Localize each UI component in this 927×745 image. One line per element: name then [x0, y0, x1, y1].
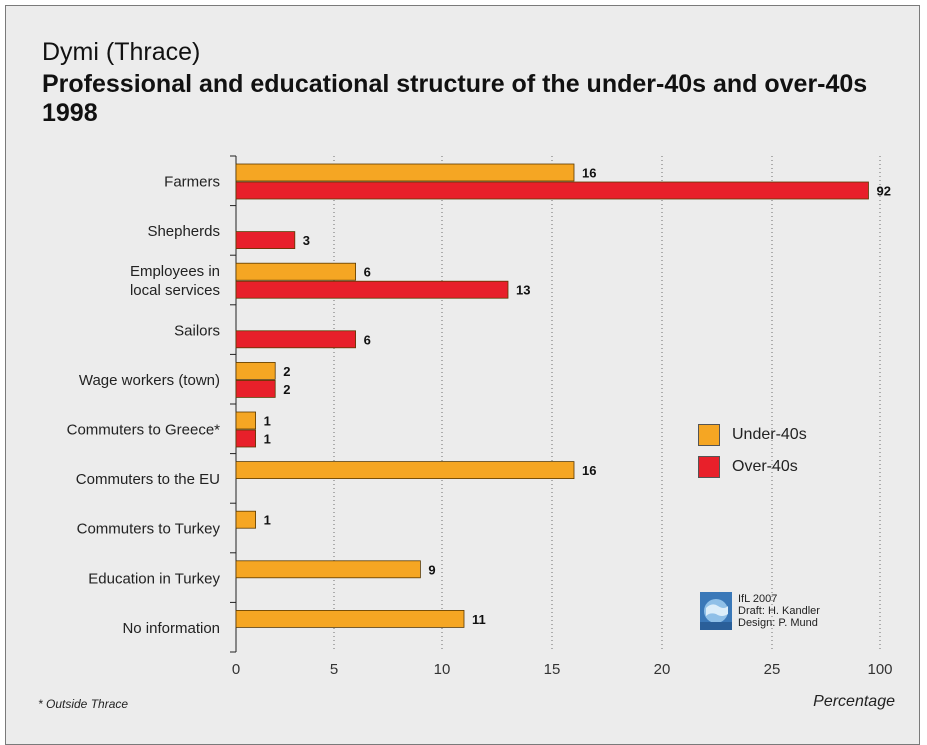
x-tick-label: 100 [867, 661, 892, 678]
credits-text: IfL 2007 Draft: H. Kandler Design: P. Mu… [738, 593, 820, 629]
x-axis-title: Percentage [813, 693, 895, 710]
category-label: Employees in [130, 263, 220, 280]
credit-line: Design: P. Mund [738, 617, 820, 629]
legend-item-over-40s: Over-40s [698, 456, 807, 478]
bar-under-40s [236, 412, 256, 429]
x-tick-label: 0 [232, 661, 240, 678]
value-label: 92 [876, 184, 890, 199]
value-label: 2 [283, 364, 290, 379]
category-label: Education in Turkey [88, 570, 220, 587]
credits: IfL 2007 Draft: H. Kandler Design: P. Mu… [700, 592, 820, 630]
value-label: 3 [303, 233, 310, 248]
category-label: Sailors [174, 322, 220, 339]
value-label: 2 [283, 382, 290, 397]
bar-under-40s [236, 462, 574, 479]
bar-over-40s [236, 430, 256, 447]
bar-over-40s [236, 331, 356, 348]
bar-under-40s [236, 362, 275, 379]
category-label: No information [122, 620, 220, 637]
value-label: 6 [364, 265, 371, 280]
value-label: 1 [264, 414, 271, 429]
bar-over-40s [236, 281, 508, 298]
bar-under-40s [236, 561, 420, 578]
x-tick-label: 20 [654, 661, 671, 678]
legend-label-under-40s: Under-40s [732, 426, 807, 444]
bar-under-40s [236, 610, 464, 627]
bar-under-40s [236, 263, 356, 280]
bar-over-40s [236, 232, 295, 249]
legend-swatch-under-40s [698, 424, 720, 446]
category-label: Wage workers (town) [79, 372, 220, 389]
category-label: Commuters to Greece* [67, 422, 221, 439]
category-label: Farmers [164, 174, 220, 191]
x-tick-label: 10 [434, 661, 451, 678]
category-label: Commuters to the EU [76, 471, 220, 488]
bar-over-40s [236, 380, 275, 397]
bar-under-40s [236, 511, 256, 528]
x-tick-label: 15 [544, 661, 561, 678]
credit-line: IfL 2007 [738, 593, 820, 605]
value-label: 11 [472, 612, 486, 627]
value-label: 13 [516, 283, 530, 298]
value-label: 16 [582, 463, 596, 478]
bar-under-40s [236, 164, 574, 181]
legend-swatch-over-40s [698, 456, 720, 478]
footnote: * Outside Thrace [38, 697, 128, 711]
value-label: 1 [264, 513, 271, 528]
bar-over-40s [236, 182, 868, 199]
category-label: Shepherds [147, 223, 220, 240]
category-label: local services [130, 282, 220, 299]
credit-line: Draft: H. Kandler [738, 605, 820, 617]
legend: Under-40s Over-40s [698, 424, 807, 488]
legend-label-over-40s: Over-40s [732, 458, 798, 476]
value-label: 16 [582, 166, 596, 181]
x-tick-label: 5 [330, 661, 338, 678]
category-label: Commuters to Turkey [77, 521, 221, 538]
value-label: 6 [364, 332, 371, 347]
ifl-logo-icon [700, 592, 732, 630]
value-label: 9 [428, 562, 435, 577]
legend-item-under-40s: Under-40s [698, 424, 807, 446]
value-label: 1 [264, 432, 271, 447]
x-tick-label: 25 [764, 661, 781, 678]
